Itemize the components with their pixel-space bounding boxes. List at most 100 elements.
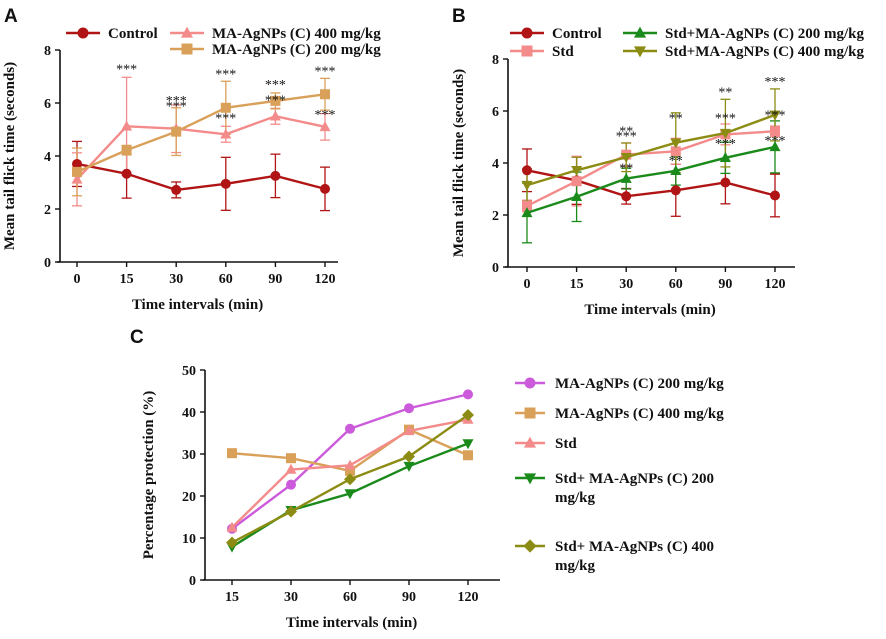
b-series-line-1	[526, 130, 776, 207]
a-data-point	[220, 102, 231, 113]
c-legend-marker-1	[524, 407, 536, 419]
b-x-axis-title: Time intervals (min)	[584, 302, 715, 318]
b-data-point	[670, 138, 682, 149]
c-data-point	[285, 505, 297, 518]
b-y-tick-label: 6	[492, 105, 499, 120]
b-y-axis-title: Mean tail flick time (seconds)	[451, 69, 467, 257]
c-y-tick-label: 10	[182, 532, 196, 547]
b-series-line-2	[526, 145, 776, 215]
c-y-tick-label: 40	[182, 406, 196, 421]
a-significance-label: ***	[265, 78, 286, 93]
b-series-line-0	[526, 169, 776, 198]
a-legend-ma400-label: MA-AgNPs (C) 400 mg/kg	[212, 26, 381, 42]
c-data-point	[344, 489, 356, 500]
c-data-point	[463, 389, 473, 400]
a-y-tick-label: 0	[44, 256, 51, 271]
a-data-point	[320, 89, 330, 100]
a-series-line-1	[76, 115, 326, 181]
c-data-point	[403, 425, 415, 436]
a-x-tick-label: 30	[169, 272, 183, 287]
b-significance-label: ***	[616, 130, 637, 145]
a-x-tick-label: 0	[74, 272, 81, 287]
c-data-point	[226, 521, 238, 532]
b-legend-std-ma200-label: Std+MA-AgNPs (C) 200 mg/kg	[665, 26, 864, 42]
b-data-point	[620, 153, 632, 164]
a-data-point	[121, 145, 132, 156]
b-data-point	[571, 191, 583, 202]
a-data-point	[121, 168, 132, 179]
a-data-point	[319, 121, 331, 132]
c-legend-label-0: MA-AgNPs (C) 200 mg/kg	[555, 376, 724, 392]
b-data-point	[521, 180, 533, 191]
b-data-point	[670, 185, 681, 196]
c-data-point	[285, 463, 297, 474]
a-significance-label: ***	[315, 64, 336, 79]
b-series-line-3	[526, 113, 776, 187]
b-data-point	[621, 191, 632, 202]
a-y-tick-label: 8	[44, 44, 51, 59]
a-legend-control-marker	[77, 27, 89, 39]
c-data-point	[344, 473, 356, 486]
c-legend-marker-0	[524, 377, 536, 389]
a-data-point	[171, 184, 182, 195]
c-x-axis-title: Time intervals (min)	[286, 615, 417, 631]
a-data-point	[71, 173, 83, 184]
a-data-point	[220, 178, 231, 189]
b-x-tick-label: 0	[524, 277, 531, 292]
c-legend-marker-2	[523, 436, 537, 448]
b-significance-label: **	[669, 112, 683, 127]
a-y-tick-label: 2	[44, 203, 51, 218]
c-data-point	[403, 461, 415, 472]
b-data-point	[769, 110, 781, 121]
panel-letter-a: A	[4, 6, 18, 27]
b-legend-std-label: Std	[552, 44, 574, 60]
c-y-tick-label: 20	[182, 490, 196, 505]
c-x-tick-label: 90	[402, 590, 416, 605]
panel-letter-c: C	[130, 327, 144, 348]
b-legend-std-ma400-marker	[633, 46, 647, 58]
a-legend-ma200-label: MA-AgNPs (C) 200 mg/kg	[212, 42, 381, 58]
a-significance-label: ***	[215, 67, 236, 82]
b-y-tick-label: 2	[492, 209, 499, 224]
b-legend-std-marker	[521, 45, 533, 57]
b-significance-label: ***	[715, 111, 736, 126]
c-data-point	[286, 479, 296, 490]
a-y-tick-label: 4	[44, 150, 51, 165]
c-y-tick-label: 30	[182, 448, 196, 463]
a-x-tick-label: 60	[219, 272, 233, 287]
a-data-point	[121, 120, 133, 131]
b-data-point	[571, 166, 583, 177]
a-significance-label: ***	[265, 93, 286, 108]
a-x-axis-title: Time intervals (min)	[132, 297, 263, 313]
b-data-point	[521, 207, 533, 218]
c-legend-label-2: Std	[555, 436, 577, 452]
b-legend-std-ma400-label: Std+MA-AgNPs (C) 400 mg/kg	[665, 44, 864, 60]
b-legend-std-ma200-marker	[633, 26, 647, 38]
b-significance-label: **	[718, 85, 732, 100]
b-data-point	[571, 176, 582, 187]
a-data-point	[171, 126, 182, 137]
a-y-axis-title: Mean tail flick time (seconds)	[2, 62, 18, 250]
a-data-point	[72, 166, 82, 177]
c-data-point	[286, 453, 296, 464]
b-significance-label: ***	[765, 108, 786, 123]
a-series-line-2	[76, 93, 326, 173]
c-x-tick-label: 60	[343, 590, 357, 605]
b-data-point	[719, 128, 731, 139]
b-significance-label: **	[669, 154, 683, 169]
c-data-point	[462, 408, 474, 421]
b-legend-control-marker	[521, 27, 533, 39]
a-significance-label: ***	[166, 94, 187, 109]
c-data-point	[403, 450, 415, 463]
c-data-point	[404, 403, 414, 414]
b-data-point	[670, 165, 682, 176]
c-legend-label-3-cont: mg/kg	[555, 490, 596, 506]
b-significance-label: **	[619, 124, 633, 139]
c-legend-marker-4	[523, 539, 537, 553]
a-x-tick-label: 15	[120, 272, 134, 287]
a-y-tick-label: 6	[44, 97, 51, 112]
b-significance-label: ***	[765, 134, 786, 149]
a-x-tick-label: 90	[268, 272, 282, 287]
a-data-point	[269, 110, 281, 121]
b-significance-label: **	[619, 162, 633, 177]
